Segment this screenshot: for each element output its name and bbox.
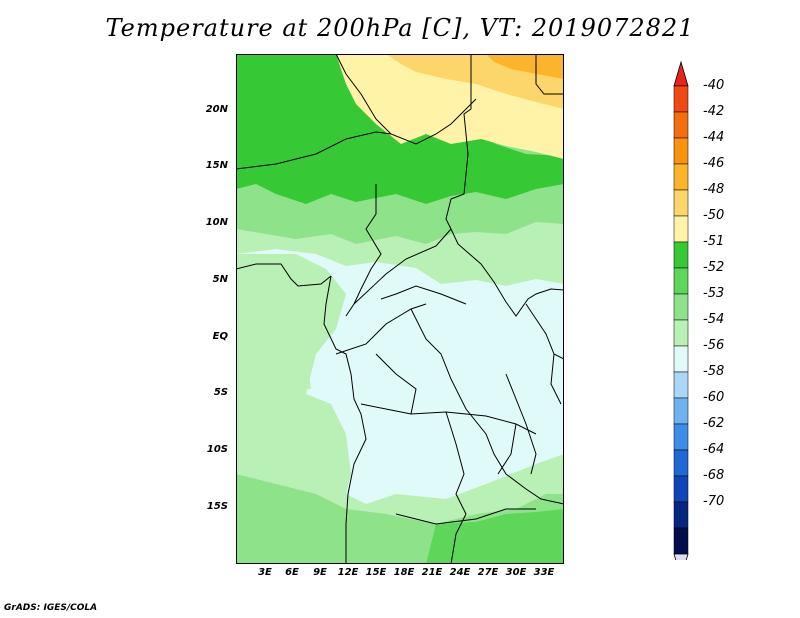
lon-label-18e: 18E (393, 567, 415, 578)
lon-label-21e: 21E (421, 567, 443, 578)
colorbar-tick-label: -58 (703, 364, 725, 379)
temperature-map (236, 54, 564, 564)
lat-label-20n: 20N (205, 104, 228, 115)
lon-label-33e: 33E (533, 567, 555, 578)
field-53-ocean (236, 254, 311, 389)
lat-label-5n: 5N (212, 274, 228, 285)
colorbar-tick-label: -46 (703, 156, 725, 171)
colorbar-tick-label: -48 (703, 182, 725, 197)
colorbar-tick-label: -51 (703, 234, 725, 249)
colorbar-cell (673, 371, 689, 399)
lat-label-15n: 15N (205, 160, 228, 171)
grads-credit: GrADS: IGES/COLA (4, 603, 98, 613)
colorbar (673, 60, 689, 560)
field-53-west (236, 254, 564, 564)
colorbar-cell (673, 527, 689, 555)
colorbar-tick-label: -60 (703, 390, 725, 405)
colorbar-cell (673, 293, 689, 321)
colorbar-cell (673, 267, 689, 295)
lat-label-5s: 5S (213, 387, 228, 398)
lon-label-30e: 30E (505, 567, 527, 578)
colorbar-cell (673, 163, 689, 191)
colorbar-tick-label: -50 (703, 208, 725, 223)
field-46 (486, 54, 564, 79)
colorbar-cell (673, 85, 689, 113)
colorbar-cell (673, 475, 689, 503)
colorbar-cell (673, 397, 689, 425)
colorbar-cell (673, 241, 689, 269)
coastlines-borders (236, 54, 564, 564)
lat-label-10s: 10S (206, 444, 228, 455)
colorbar-tick-label: -44 (703, 130, 725, 145)
colorbar-tick-label: -40 (703, 78, 725, 93)
field-51-south (426, 509, 564, 564)
lat-label-eq: EQ (212, 331, 228, 342)
lon-label-6e: 6E (285, 567, 299, 578)
lon-label-9e: 9E (313, 567, 327, 578)
colorbar-cell (673, 319, 689, 347)
colorbar-tick-label: -52 (703, 260, 725, 275)
colorbar-cell (673, 345, 689, 373)
lon-label-15e: 15E (365, 567, 387, 578)
colorbar-cell (673, 423, 689, 451)
colorbar-cell (673, 189, 689, 217)
lon-label-27e: 27E (477, 567, 499, 578)
lon-label-3e: 3E (258, 567, 272, 578)
colorbar-top-triangle (673, 60, 689, 87)
colorbar-cell (673, 449, 689, 477)
lat-label-15s: 15S (206, 501, 228, 512)
colorbar-tick-label: -56 (703, 338, 725, 353)
lon-label-24e: 24E (449, 567, 471, 578)
colorbar-cell (673, 111, 689, 139)
colorbar-cell (673, 501, 689, 529)
colorbar-tick-label: -53 (703, 286, 725, 301)
colorbar-tick-label: -64 (703, 442, 725, 457)
colorbar-tick-label: -70 (703, 494, 725, 509)
lat-label-10n: 10N (205, 217, 228, 228)
colorbar-cell (673, 215, 689, 243)
colorbar-tick-label: -42 (703, 104, 725, 119)
colorbar-tick-label: -62 (703, 416, 725, 431)
lon-label-12e: 12E (337, 567, 359, 578)
colorbar-cell (673, 137, 689, 165)
colorbar-tick-label: -54 (703, 312, 725, 327)
map-frame (236, 54, 564, 564)
colorbar-bottom-triangle (673, 553, 689, 560)
colorbar-tick-label: -68 (703, 468, 725, 483)
map-title: Temperature at 200hPa [C], VT: 201907282… (105, 14, 695, 42)
